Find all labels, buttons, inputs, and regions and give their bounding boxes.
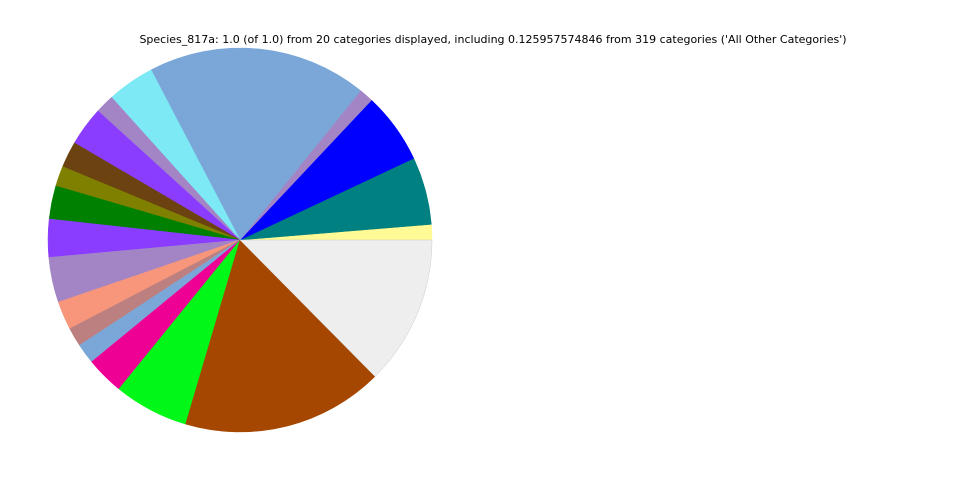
chart-title: Species_817a: 1.0 (of 1.0) from 20 categ… xyxy=(139,33,846,46)
pie xyxy=(47,47,433,433)
pie-slice xyxy=(239,239,433,377)
pie-slice xyxy=(185,239,376,433)
pie-slice xyxy=(150,47,362,241)
